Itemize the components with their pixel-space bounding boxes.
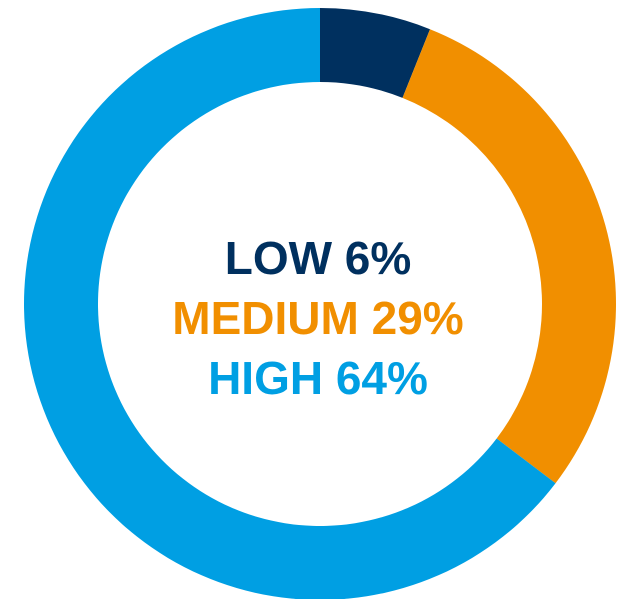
center-legend: LOW 6% MEDIUM 29% HIGH 64%	[0, 228, 621, 408]
legend-row-medium: MEDIUM 29%	[0, 288, 621, 348]
legend-value-high: 64%	[335, 352, 428, 404]
legend-value-medium: 29%	[371, 292, 464, 344]
legend-label-low: LOW	[224, 232, 333, 284]
legend-label-medium: MEDIUM	[172, 292, 359, 344]
donut-slice-low	[320, 8, 431, 98]
legend-row-high: HIGH 64%	[0, 348, 621, 408]
legend-value-low: 6%	[344, 232, 412, 284]
donut-slice-medium	[402, 29, 616, 484]
legend-label-high: HIGH	[208, 352, 324, 404]
legend-row-low: LOW 6%	[0, 228, 621, 288]
